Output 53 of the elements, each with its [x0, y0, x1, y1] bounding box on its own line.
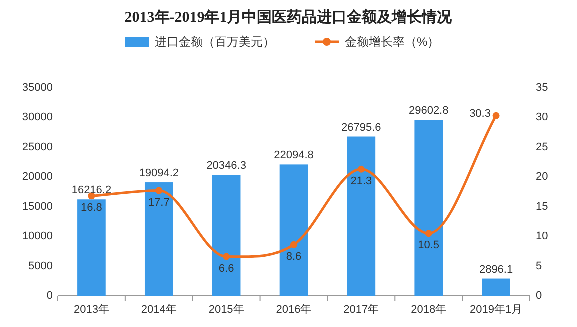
- data-label: 16.8: [81, 202, 102, 214]
- bar: [212, 175, 241, 296]
- point: [156, 187, 163, 194]
- bar: [347, 136, 376, 296]
- data-label: 26795.6: [342, 122, 382, 134]
- y-tick-label: 15000: [22, 200, 53, 213]
- x-tick-label: 2014年: [141, 304, 177, 316]
- x-tick-label: 2016年: [276, 304, 312, 316]
- y2-tick-label: 35: [536, 82, 548, 94]
- bar: [482, 278, 510, 296]
- x-tick-label: 2015年: [208, 304, 244, 316]
- chart-title: 2013年-2019年1月中国医药品进口金额及增长情况: [124, 8, 454, 26]
- data-label: 6.6: [218, 262, 234, 275]
- y-tick-label: 35000: [22, 82, 53, 94]
- y-tick-label: 30000: [22, 112, 53, 124]
- y2-tick-label: 25: [536, 141, 548, 154]
- data-label: 21.3: [350, 175, 372, 188]
- data-label: 16216.2: [72, 184, 112, 197]
- x-tick-label: 2019年1月: [470, 304, 523, 316]
- data-label: 8.6: [286, 250, 302, 263]
- y2-tick-label: 10: [536, 230, 548, 243]
- y-tick-label: 0: [46, 290, 53, 302]
- bar: [78, 200, 106, 296]
- y2-tick-label: 0: [536, 290, 542, 302]
- data-label: 30.3: [470, 108, 491, 120]
- point: [425, 230, 432, 238]
- bar: [144, 182, 174, 296]
- bar: [414, 120, 444, 296]
- x-tick-label: 2017年: [344, 304, 380, 316]
- y2-tick-label: 30: [536, 112, 548, 124]
- point: [358, 166, 365, 173]
- y2-tick-label: 15: [536, 200, 548, 213]
- y-tick-label: 25000: [22, 141, 53, 154]
- y-tick-label: 10000: [22, 230, 53, 243]
- data-label: 29602.8: [408, 105, 449, 118]
- legend-label: 金额增长率（%）: [345, 35, 440, 49]
- y2-tick-label: 5: [536, 260, 542, 272]
- data-label: 20346.3: [206, 160, 246, 172]
- point: [290, 241, 298, 248]
- legend-label: 进口金额（百万美元）: [155, 35, 275, 49]
- bar: [280, 164, 308, 296]
- y-tick-label: 5000: [28, 260, 53, 272]
- data-label: 17.7: [148, 196, 170, 209]
- y2-tick-label: 20: [536, 171, 548, 184]
- data-label: 2896.1: [479, 264, 514, 276]
- x-tick-label: 2013年: [74, 304, 110, 316]
- point: [492, 112, 500, 120]
- point: [223, 253, 230, 260]
- x-tick-label: 2018年: [411, 304, 447, 316]
- y-tick-label: 20000: [22, 171, 53, 184]
- data-label: 22094.8: [274, 150, 314, 162]
- data-label: 10.5: [418, 240, 440, 252]
- data-label: 19094.2: [139, 168, 180, 180]
